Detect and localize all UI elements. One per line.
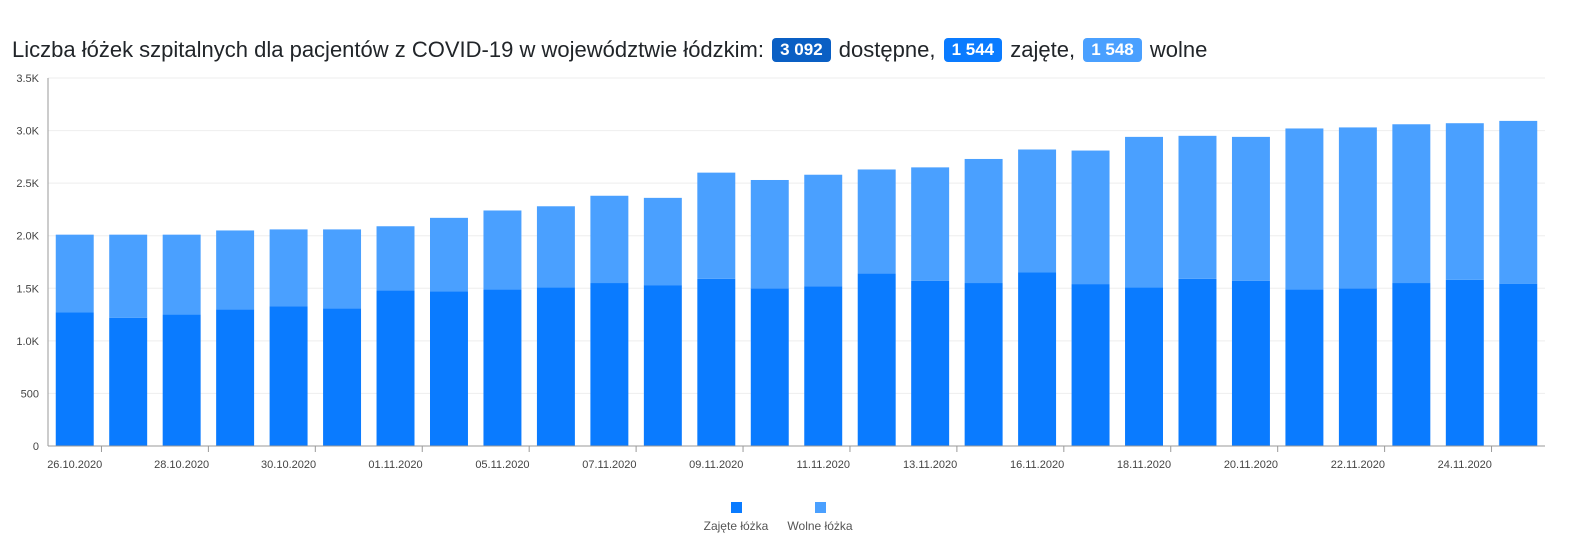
y-tick-label: 2.0K: [16, 231, 39, 243]
bar-occupied: [483, 289, 522, 446]
bar-occupied: [1285, 289, 1324, 446]
bar-free: [804, 174, 843, 287]
bar-free: [911, 167, 950, 281]
x-tick-label: 22.11.2020: [1331, 459, 1385, 471]
bar-occupied: [430, 291, 468, 446]
y-tick-label: 0: [33, 441, 39, 453]
bar-occupied: [750, 288, 789, 446]
bar-occupied: [376, 290, 415, 446]
x-tick-label: 24.11.2020: [1438, 459, 1492, 471]
bar-occupied: [643, 285, 682, 446]
chart-title: Liczba łóżek szpitalnych dla pacjentów z…: [12, 32, 1207, 66]
bar-occupied: [1125, 287, 1163, 446]
bar-free: [323, 229, 362, 309]
bar-free: [1018, 149, 1057, 273]
x-tick-label: 05.11.2020: [475, 459, 529, 471]
bar-occupied: [857, 273, 896, 446]
occupied-badge: 1 544: [943, 38, 1003, 63]
bar-occupied: [109, 317, 148, 446]
bar-free: [1285, 128, 1324, 290]
x-tick-label: 30.10.2020: [261, 459, 316, 471]
bar-occupied: [1392, 283, 1431, 446]
legend-swatch-free: [815, 502, 826, 513]
bar-occupied: [911, 280, 950, 446]
bar-occupied: [697, 278, 736, 446]
bar-free: [269, 229, 308, 307]
bar-occupied: [216, 309, 255, 446]
bar-free: [376, 226, 415, 291]
legend-label-free: Wolne łóżka: [787, 519, 852, 533]
legend-label-occupied: Zajęte łóżka: [704, 519, 769, 533]
bar-free: [590, 195, 629, 284]
bar-occupied: [536, 287, 575, 446]
available-label: dostępne,: [838, 37, 936, 63]
bar-free: [1071, 150, 1110, 285]
bar-free: [964, 158, 1003, 284]
bar-occupied: [590, 283, 629, 446]
free-badge: 1 548: [1083, 38, 1142, 63]
bar-free: [483, 210, 522, 290]
occupied-label: zajęte,: [1010, 37, 1076, 63]
bar-free: [1445, 123, 1484, 280]
available-badge: 3 092: [772, 38, 831, 63]
x-tick-label: 13.11.2020: [903, 459, 957, 471]
x-tick-label: 07.11.2020: [582, 459, 636, 471]
bar-occupied: [323, 308, 362, 446]
x-tick-label: 18.11.2020: [1117, 459, 1171, 471]
x-tick-label: 20.11.2020: [1224, 459, 1278, 471]
bar-occupied: [1338, 288, 1377, 446]
bar-free: [1499, 120, 1538, 284]
bar-free: [109, 234, 148, 318]
bar-occupied: [804, 286, 843, 446]
x-tick-label: 26.10.2020: [47, 459, 102, 471]
bar-free: [162, 234, 201, 315]
bar-free: [1125, 136, 1163, 288]
bar-free: [643, 197, 682, 286]
bar-free: [216, 230, 255, 310]
bar-free: [536, 206, 575, 288]
bar-occupied: [1178, 278, 1217, 446]
bar-occupied: [964, 283, 1003, 446]
bar-free: [1231, 136, 1270, 281]
x-tick-label: 16.11.2020: [1010, 459, 1064, 471]
bar-free: [1178, 135, 1217, 279]
bar-occupied: [1499, 283, 1538, 446]
y-tick-label: 3.5K: [16, 73, 39, 85]
x-tick-label: 28.10.2020: [154, 459, 209, 471]
x-tick-label: 01.11.2020: [368, 459, 422, 471]
bar-occupied: [1445, 279, 1484, 446]
bar-free: [1338, 127, 1377, 289]
x-tick-label: 09.11.2020: [689, 459, 743, 471]
bar-free: [750, 179, 789, 289]
y-tick-label: 2.5K: [16, 178, 39, 190]
legend-swatch-occupied: [731, 502, 742, 513]
y-tick-label: 1.0K: [16, 336, 39, 348]
title-prefix: Liczba łóżek szpitalnych dla pacjentów z…: [12, 37, 764, 63]
bar-free: [697, 172, 736, 279]
bar-free: [857, 169, 896, 274]
free-label: wolne: [1149, 37, 1208, 63]
x-tick-label: 11.11.2020: [797, 459, 850, 471]
bar-free: [430, 217, 468, 292]
bar-free: [1392, 124, 1431, 284]
y-tick-label: 500: [21, 388, 39, 400]
y-tick-label: 1.5K: [16, 283, 39, 295]
bar-occupied: [1231, 280, 1270, 446]
bar-occupied: [1018, 272, 1057, 446]
bar-occupied: [269, 306, 308, 446]
y-tick-label: 3.0K: [16, 126, 39, 138]
bar-occupied: [55, 312, 94, 446]
bar-occupied: [162, 314, 201, 446]
bar-free: [55, 234, 94, 313]
bar-occupied: [1071, 284, 1110, 446]
